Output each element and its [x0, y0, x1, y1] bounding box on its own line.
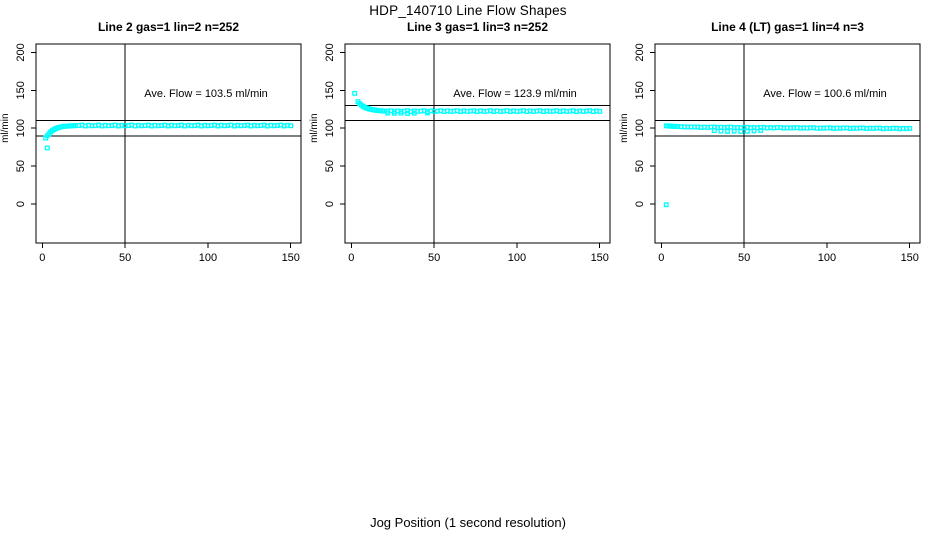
panels-row: Line 2 gas=1 lin=2 n=252 0 50 100 150 200 0 50 1… [0, 20, 921, 264]
y-tick-label: 100 [15, 119, 27, 137]
data-point [288, 123, 294, 129]
data-point [352, 90, 358, 96]
x-tick-label: 150 [591, 252, 609, 264]
panel-line4-flow-chart: Line 4 (LT) gas=1 lin=4 n=3 0 50 100 150 200 0… [619, 20, 921, 264]
x-tick-label: 0 [348, 252, 354, 264]
y-axis-label: ml/min [619, 113, 630, 142]
x-tick-label: 50 [119, 252, 131, 264]
data-point [44, 145, 50, 151]
x-tick-label: 150 [282, 252, 300, 264]
y-tick-label: 0 [634, 201, 646, 207]
y-tick-label: 50 [324, 160, 336, 172]
y-tick-label: 0 [15, 201, 27, 207]
x-tick-label: 50 [738, 252, 750, 264]
figure-title: HDP_140710 Line Flow Shapes [369, 3, 567, 18]
ave-flow-annotation: Ave. Flow = 100.6 ml/min [763, 88, 887, 100]
data-point [597, 108, 603, 114]
plot-box [35, 43, 302, 244]
y-tick-label: 100 [324, 119, 336, 137]
x-tick-label: 50 [428, 252, 440, 264]
plot-box [654, 43, 921, 244]
y-tick-label: 100 [634, 119, 646, 137]
plot-box [344, 43, 611, 244]
y-tick-label: 50 [15, 160, 27, 172]
y-tick-label: 150 [324, 81, 336, 99]
y-tick-label: 200 [15, 43, 27, 61]
data-point [663, 202, 669, 208]
panel-title: Line 4 (LT) gas=1 lin=4 n=3 [711, 20, 864, 34]
y-tick-label: 150 [15, 81, 27, 99]
y-tick-label: 150 [634, 81, 646, 99]
x-tick-label: 100 [818, 252, 836, 264]
x-tick-label: 100 [508, 252, 526, 264]
y-tick-label: 50 [634, 160, 646, 172]
data-point [738, 129, 744, 134]
panel-line2-flow-chart: Line 2 gas=1 lin=2 n=252 0 50 100 150 200 0 50 1… [0, 20, 302, 264]
x-tick-label: 0 [658, 252, 664, 264]
data-point [907, 125, 913, 131]
ave-flow-annotation: Ave. Flow = 123.9 ml/min [453, 88, 577, 100]
y-tick-label: 200 [634, 43, 646, 61]
y-tick-label: 0 [324, 201, 336, 207]
panel-line3-flow-chart: Line 3 gas=1 lin=3 n=252 0 50 100 150 200 0 50 1… [309, 20, 611, 264]
x-axis-label: Jog Position (1 second resolution) [370, 515, 566, 530]
panel-title: Line 2 gas=1 lin=2 n=252 [98, 20, 239, 34]
y-axis-label: ml/min [0, 113, 11, 142]
y-tick-label: 200 [324, 43, 336, 61]
x-tick-label: 0 [39, 252, 45, 264]
y-axis-label: ml/min [309, 113, 320, 142]
x-tick-label: 150 [901, 252, 919, 264]
data-point [725, 128, 731, 134]
ave-flow-annotation: Ave. Flow = 103.5 ml/min [144, 88, 268, 100]
x-tick-label: 100 [199, 252, 217, 264]
panel-title: Line 3 gas=1 lin=3 n=252 [407, 20, 548, 34]
